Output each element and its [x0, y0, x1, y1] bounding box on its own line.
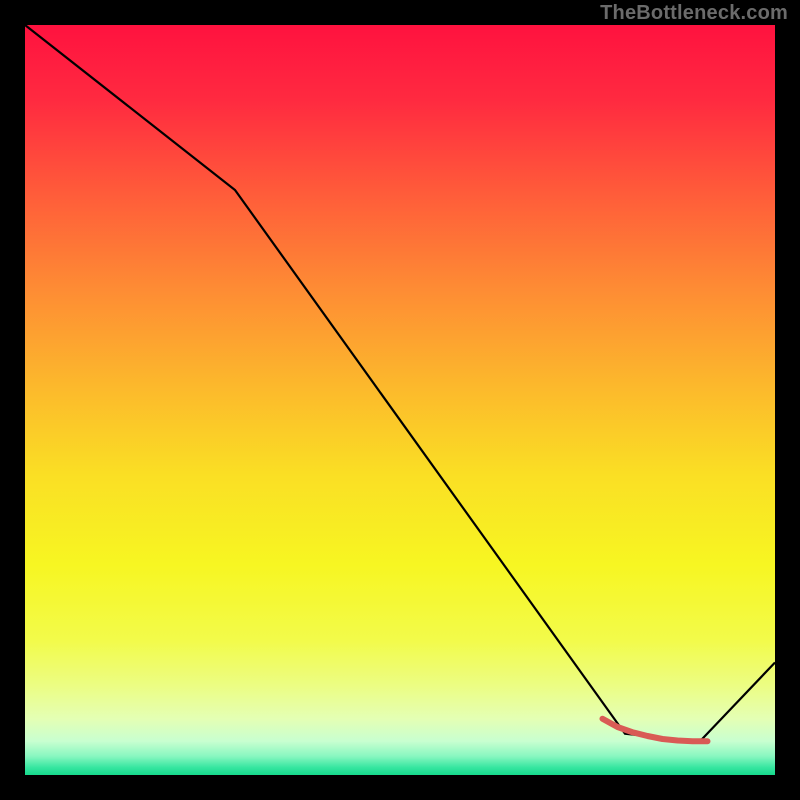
gradient-background [25, 25, 775, 775]
chart-svg [0, 0, 800, 800]
watermark-text: TheBottleneck.com [600, 2, 788, 25]
chart-root: TheBottleneck.com [0, 0, 800, 800]
